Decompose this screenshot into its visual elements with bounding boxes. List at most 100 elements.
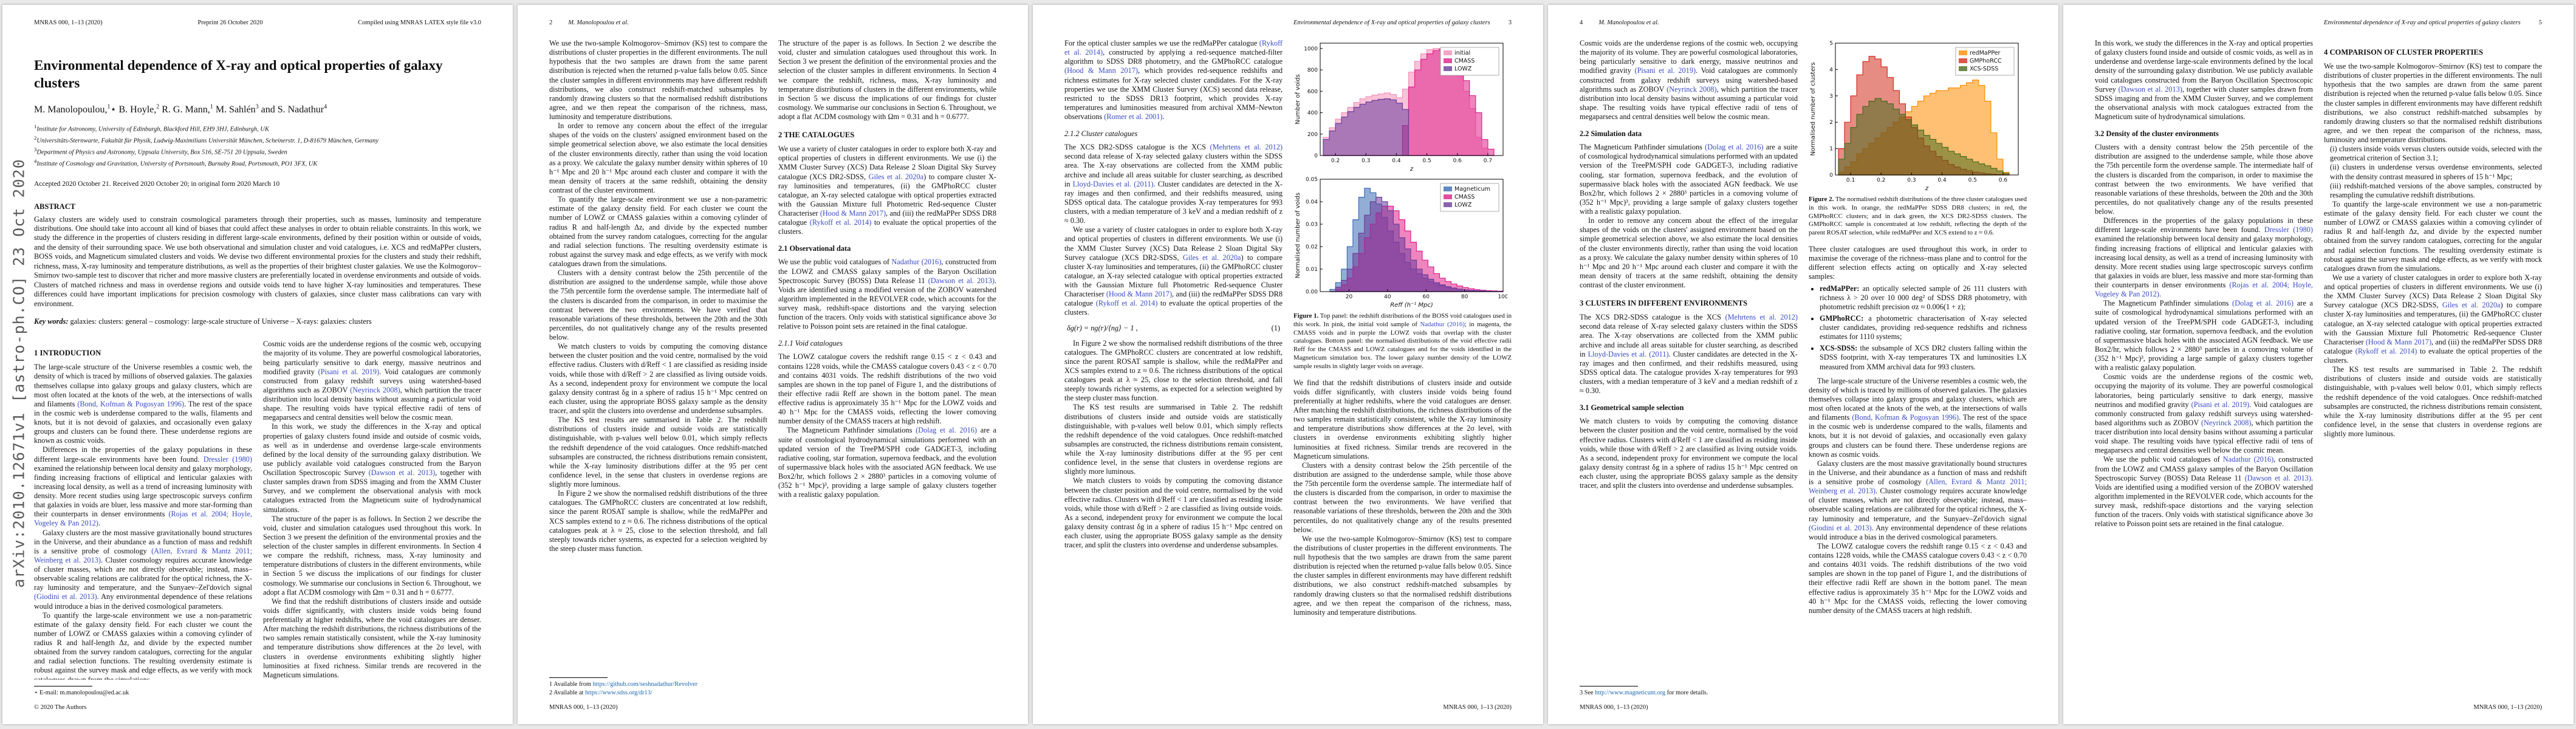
equation-number: (1) <box>1271 323 1280 332</box>
svg-text:initial: initial <box>1454 50 1470 56</box>
page-2-footer: MNRAS 000, 1–13 (2020) <box>549 704 996 711</box>
section-heading-environments: 3 CLUSTERS IN DIFFERENT ENVIRONMENTS <box>1580 299 1748 308</box>
list-item: XCS-SDSS: the subsample of XCS DR2 clust… <box>1820 344 2027 371</box>
paragraph: The Magneticum Pathfinder simulations (D… <box>2095 299 2313 372</box>
hyperlink[interactable]: http://www.magneticum.org <box>1595 690 1665 697</box>
page-number: 3 <box>1508 19 1512 26</box>
svg-text:0.01: 0.01 <box>1306 267 1318 273</box>
citation: Lloyd-Davies et al. (2011) <box>1588 349 1669 358</box>
keywords-label: Key words: <box>34 317 69 326</box>
copyright: © 2020 The Authors <box>34 704 87 711</box>
paragraph: Differences in the properties of the gal… <box>34 445 252 528</box>
enum-item: (i) clusters inside voids versus cluster… <box>2330 145 2542 163</box>
preprint-date: Preprint 26 October 2020 <box>197 19 263 26</box>
footnotes-block: 3 See http://www.magneticum.org for more… <box>1580 686 1798 697</box>
svg-text:20: 20 <box>1346 294 1353 300</box>
svg-text:redMaPPer: redMaPPer <box>1970 50 2001 56</box>
citation: (Hood & Mann 2017) <box>1106 290 1173 299</box>
citation: (Dawson et al. 2013) <box>2244 473 2311 482</box>
paragraph: The KS test results are summarised in Ta… <box>1064 403 1283 476</box>
citation: Dressler (1980) <box>2264 225 2313 234</box>
svg-text:0.5: 0.5 <box>1968 177 1977 183</box>
svg-text:0.1: 0.1 <box>1846 177 1855 183</box>
citation: (Giodini et al. 2013) <box>1809 523 1872 532</box>
footnote: 1 Available from https://github.com/sesh… <box>549 681 698 688</box>
section-heading-comparison: 4 COMPARISON OF CLUSTER PROPERTIES <box>2324 48 2483 56</box>
paragraph: The XCS DR2-SDSS catalogue is the XCS (M… <box>1064 143 1283 225</box>
journal-ref: MNRAS 000, 1–13 (2020) <box>2473 704 2542 711</box>
page-1-footer: © 2020 The Authors <box>34 704 481 711</box>
paragraph: The LOWZ catalogue covers the redshift r… <box>778 352 996 426</box>
page-number: 5 <box>2538 19 2542 26</box>
affiliation: 2Universitäts-Sternwarte, Fakultät für P… <box>34 134 379 145</box>
subsubsection-heading-cluster-catalogues: 2.1.2 Cluster catalogues <box>1064 129 1138 139</box>
hyperlink[interactable]: https://github.com/seshnadathur/Revolver <box>592 681 698 688</box>
svg-text:CMASS: CMASS <box>1454 58 1475 64</box>
paragraph: Cosmic voids are the underdense regions … <box>263 340 481 422</box>
paragraph: In order to remove any concern about the… <box>1580 216 1798 289</box>
svg-text:600: 600 <box>1307 89 1318 95</box>
paragraph: To quantify the large-scale environment … <box>2324 199 2542 273</box>
enum-item: (iii) redshift-matched versions of the a… <box>2330 181 2542 199</box>
affiliation: 4Institute of Cosmology and Gravitation,… <box>34 158 318 168</box>
figure-1-caption: Figure 1. Top panel: the redshift distri… <box>1293 312 1512 370</box>
svg-text:XCS-SDSS: XCS-SDSS <box>1970 66 1998 72</box>
journal-ref: MNRAS 000, 1–13 (2020) <box>549 704 618 711</box>
svg-text:CMASS: CMASS <box>1454 194 1475 200</box>
page-4: 4 M. Manolopoulou et al. Cosmic voids ar… <box>1548 5 2058 724</box>
page-3-right-column: 0.2 0.3 0.4 0.5 0.6 0.7 0 200 400 600 800 1000 z Numb… <box>1293 39 1512 697</box>
citation: (Mehrtens et al. 2012) <box>1725 313 1798 322</box>
figure-1-bottom-chart: 20 40 60 80 100 0.00 0.01 0.02 0.03 0.04 0.05 Reff … <box>1295 177 1507 309</box>
svg-text:0.5: 0.5 <box>1422 158 1431 164</box>
svg-text:40: 40 <box>1384 294 1391 300</box>
paragraph: We use the two-sample Kolmogorov–Smirnov… <box>549 39 767 121</box>
dates-line: Accepted 2020 October 21. Received 2020 … <box>34 180 280 188</box>
journal-ref: MNRAS 000, 1–13 (2020) <box>34 19 103 26</box>
citation: (Rykoff et al. 2014) <box>1064 39 1283 57</box>
svg-text:z: z <box>1410 166 1414 173</box>
enum-item: (ii) clusters in underdense versus overd… <box>2330 163 2542 181</box>
running-head-title: Environmental dependence of X-ray and op… <box>1293 19 1490 26</box>
page-1: arXiv:2010.12671v1 [astro-ph.CO] 23 Oct … <box>2 5 513 724</box>
paragraph: Clusters with a density contrast below t… <box>549 269 767 341</box>
svg-text:1000: 1000 <box>1304 46 1318 52</box>
svg-text:400: 400 <box>1307 111 1318 117</box>
compiled-note: Compiled using MNRAS LATEX style file v3… <box>358 19 481 26</box>
hyperlink[interactable]: https://www.sdss.org/dr13/ <box>585 690 653 697</box>
svg-text:0.4: 0.4 <box>1392 158 1401 164</box>
svg-text:Magneticum: Magneticum <box>1454 186 1490 193</box>
figure-2: 0.1 0.2 0.3 0.4 0.5 0.6 0 1 2 3 4 5 z Normalised numb… <box>1809 39 2027 238</box>
citation: (Giodini et al. 2013) <box>34 592 97 601</box>
page-number: 2 <box>549 19 553 26</box>
paragraph: The KS test results are summarised in Ta… <box>2324 365 2542 438</box>
page-5-header: Environmental dependence of X-ray and op… <box>2095 19 2542 26</box>
citation: (Rojas et al. 2004; Hoyle, Vogeley & Pan… <box>34 510 252 528</box>
svg-text:Reff (h⁻¹ Mpc): Reff (h⁻¹ Mpc) <box>1390 302 1433 309</box>
paragraph: We find that the redshift distributions … <box>263 597 481 679</box>
svg-text:0.00: 0.00 <box>1306 289 1318 295</box>
page-title: Environmental dependence of X-ray and op… <box>34 58 443 91</box>
citation: (Rykoff et al. 2014) <box>809 218 872 227</box>
svg-text:Number of voids: Number of voids <box>1295 74 1301 125</box>
paragraph: For the optical cluster samples we use t… <box>1064 39 1283 121</box>
citation: (Dawson et al. 2013) <box>2118 84 2182 94</box>
email-footnote: ⋆ E-mail: m.manolopoulou@ed.ac.uk <box>34 686 252 697</box>
paragraph: We use a variety of cluster catalogues i… <box>2324 273 2542 364</box>
citation: (Allen, Evrard & Mantz 2011; Weinberg et… <box>34 546 252 564</box>
abstract-text: Galaxy clusters are widely used to const… <box>34 214 481 308</box>
svg-text:0: 0 <box>1829 173 1833 179</box>
paragraph: The KS test results are summarised in Ta… <box>549 416 767 488</box>
paragraph: We use the two-sample Kolmogorov–Smirnov… <box>2324 62 2542 144</box>
page-3-left-column: For the optical cluster samples we use t… <box>1064 39 1283 697</box>
citation: (Hood & Mann 2017) <box>2365 337 2432 346</box>
page-1-left-column: 1 INTRODUCTION The large-scale structure… <box>34 340 252 697</box>
paragraph: In this work, we study the differences i… <box>2095 39 2313 121</box>
svg-text:1: 1 <box>1829 146 1833 152</box>
svg-text:0.2: 0.2 <box>1877 177 1885 183</box>
paragraph: The XCS DR2-SDSS catalogue is the XCS (M… <box>1580 313 1798 395</box>
svg-text:60: 60 <box>1423 294 1430 300</box>
paragraph: The large-scale structure of the Univers… <box>1809 376 2027 459</box>
citation: (Hood & Mann 2017) <box>1064 66 1138 75</box>
figure-1: 0.2 0.3 0.4 0.5 0.6 0.7 0 200 400 600 800 1000 z Numb… <box>1293 39 1512 371</box>
page-1-right-column: Cosmic voids are the underdense regions … <box>263 340 481 697</box>
